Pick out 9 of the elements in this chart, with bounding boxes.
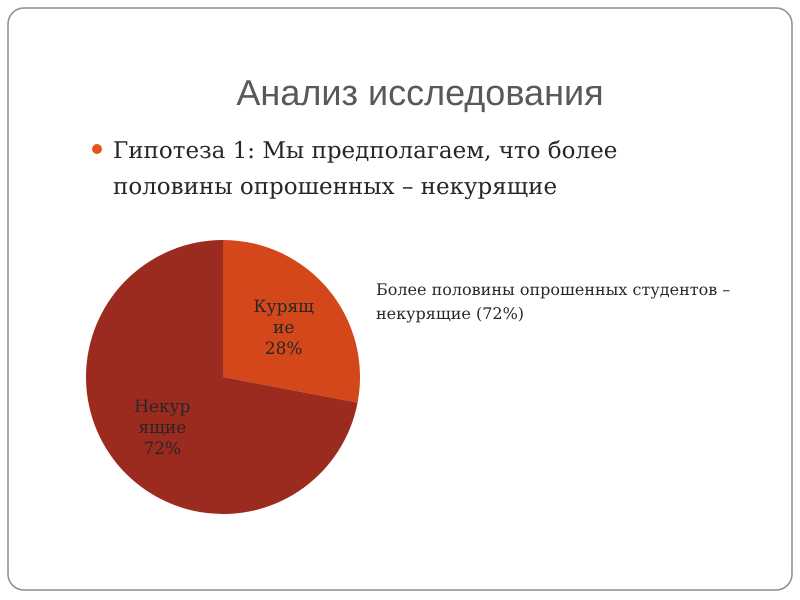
chart-subtitle: Гипотеза 1: Мы предполагаем, что более половины опрошенных – некурящие [113, 138, 618, 200]
slice-label: Курящие [253, 296, 314, 338]
data-label: 72% [143, 439, 182, 460]
pie-slice [223, 240, 360, 403]
slice-label: Некурящие [134, 397, 191, 438]
chart-title: Анализ исследования [236, 72, 604, 113]
data-label: 28% [264, 338, 303, 359]
pie-slice [86, 240, 358, 514]
text: Более половины опрошенных студентов – некурящие (72%) [376, 280, 730, 323]
